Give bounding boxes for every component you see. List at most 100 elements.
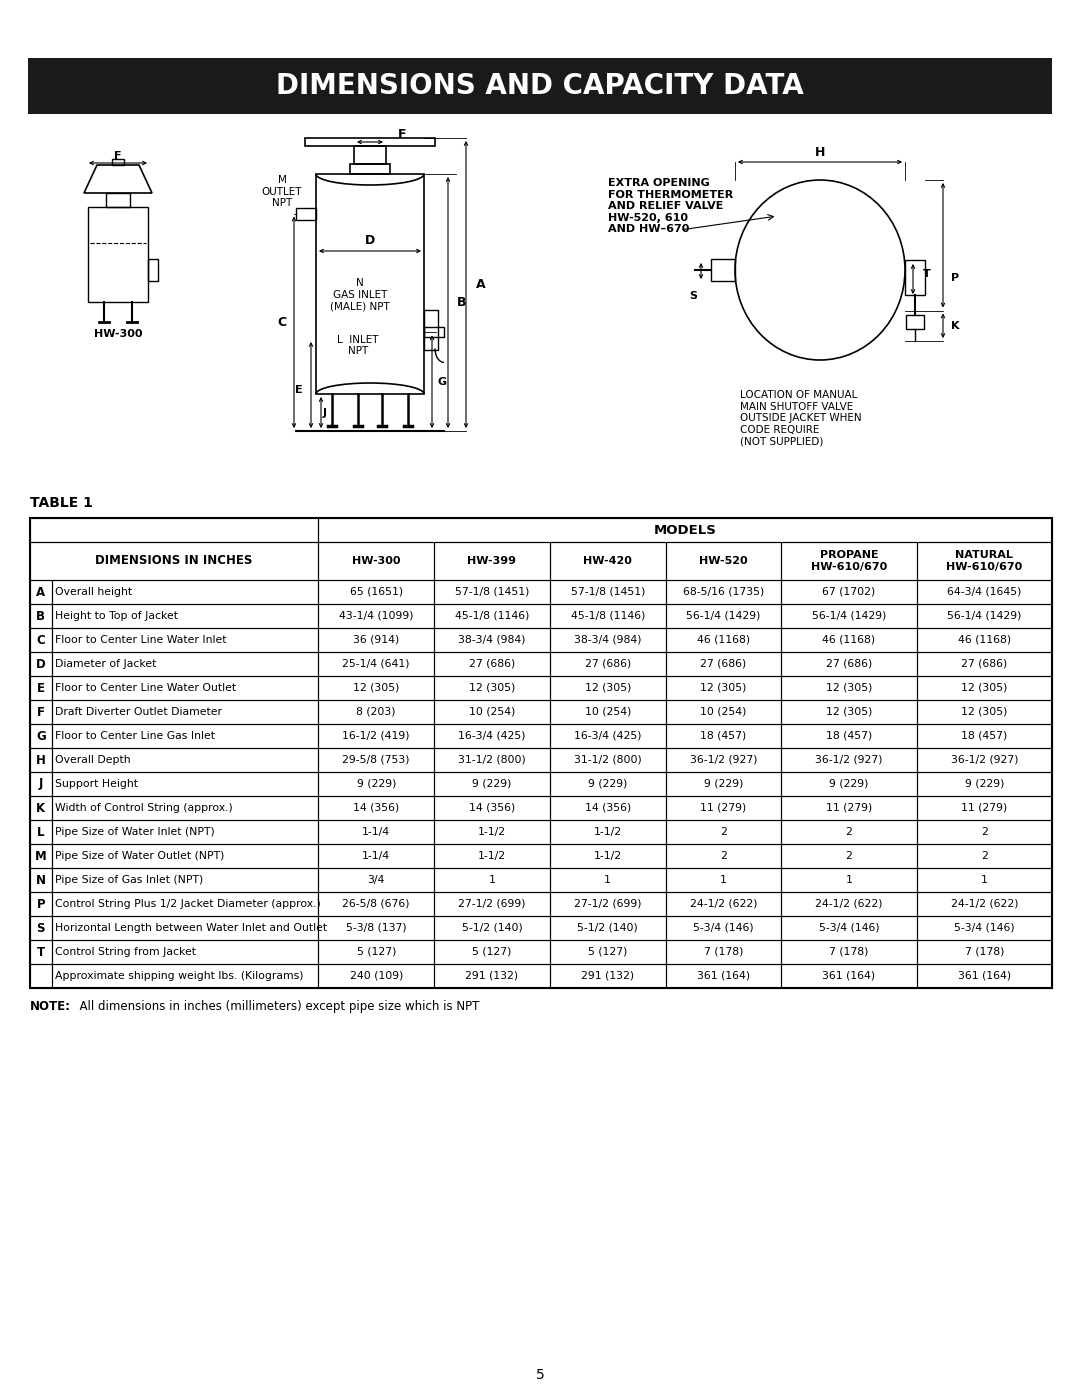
Bar	[665, 676, 781, 700]
Bar	[550, 604, 665, 629]
Text: P: P	[951, 272, 959, 284]
Bar	[781, 820, 917, 844]
Bar	[319, 844, 434, 868]
Text: Floor to Center Line Gas Inlet: Floor to Center Line Gas Inlet	[55, 731, 215, 740]
Text: Pipe Size of Water Outlet (NPT): Pipe Size of Water Outlet (NPT)	[55, 851, 224, 861]
Text: 361 (164): 361 (164)	[822, 971, 876, 981]
Text: TABLE 1: TABLE 1	[30, 496, 93, 510]
Text: All dimensions in inches (millimeters) except pipe size which is NPT: All dimensions in inches (millimeters) e…	[72, 1000, 480, 1013]
Text: 12 (305): 12 (305)	[469, 683, 515, 693]
Bar	[424, 327, 444, 338]
Bar	[434, 629, 550, 652]
Text: 1: 1	[720, 875, 727, 886]
Bar	[52, 724, 319, 747]
Bar	[550, 940, 665, 964]
Bar	[550, 844, 665, 868]
Bar	[917, 747, 1052, 773]
Text: Height to Top of Jacket: Height to Top of Jacket	[55, 610, 177, 622]
Bar	[665, 700, 781, 724]
Text: NATURAL
HW-610/670: NATURAL HW-610/670	[946, 550, 1023, 571]
Bar	[665, 542, 781, 580]
Bar	[30, 580, 52, 604]
Text: 67 (1702): 67 (1702)	[822, 587, 876, 597]
Text: 2: 2	[720, 827, 727, 837]
Text: 2: 2	[981, 851, 988, 861]
Bar	[87, 207, 148, 302]
Text: Diameter of Jacket: Diameter of Jacket	[55, 659, 156, 669]
Bar	[354, 147, 386, 163]
Text: 1-1/4: 1-1/4	[362, 851, 390, 861]
Bar	[550, 964, 665, 988]
Bar	[917, 604, 1052, 629]
Text: Floor to Center Line Water Outlet: Floor to Center Line Water Outlet	[55, 683, 235, 693]
Bar	[917, 940, 1052, 964]
Text: C: C	[276, 316, 286, 328]
Text: HW-399: HW-399	[468, 556, 516, 566]
Text: B: B	[37, 609, 45, 623]
Text: NOTE:: NOTE:	[30, 1000, 71, 1013]
Text: EXTRA OPENING
FOR THERMOMETER
AND RELIEF VALVE
HW-520, 610
AND HW–670: EXTRA OPENING FOR THERMOMETER AND RELIEF…	[608, 177, 733, 235]
Text: PROPANE
HW-610/670: PROPANE HW-610/670	[811, 550, 887, 571]
Text: 5-3/4 (146): 5-3/4 (146)	[954, 923, 1014, 933]
Text: 2: 2	[846, 851, 852, 861]
Bar	[319, 916, 434, 940]
Text: 65 (1651): 65 (1651)	[350, 587, 403, 597]
Text: E: E	[37, 682, 44, 694]
Bar	[550, 676, 665, 700]
Text: Horizontal Length between Water Inlet and Outlet: Horizontal Length between Water Inlet an…	[55, 923, 327, 933]
Bar	[52, 629, 319, 652]
Text: 36-1/2 (927): 36-1/2 (927)	[690, 754, 757, 766]
Text: 8 (203): 8 (203)	[356, 707, 396, 717]
Text: Control String from Jacket: Control String from Jacket	[55, 947, 195, 957]
Text: 291 (132): 291 (132)	[465, 971, 518, 981]
Text: 9 (229): 9 (229)	[472, 780, 512, 789]
Bar	[319, 964, 434, 988]
Bar	[28, 59, 1052, 115]
Bar	[424, 310, 438, 351]
Text: 24-1/2 (622): 24-1/2 (622)	[815, 900, 882, 909]
Text: H: H	[36, 753, 45, 767]
Text: 11 (279): 11 (279)	[961, 803, 1008, 813]
Bar	[665, 796, 781, 820]
Bar	[781, 604, 917, 629]
Bar	[781, 964, 917, 988]
Text: 361 (164): 361 (164)	[958, 971, 1011, 981]
Text: 5-1/2 (140): 5-1/2 (140)	[461, 923, 523, 933]
Bar	[434, 747, 550, 773]
Text: 1-1/2: 1-1/2	[477, 851, 507, 861]
Text: HW-300: HW-300	[352, 556, 401, 566]
Bar	[917, 724, 1052, 747]
Text: 45-1/8 (1146): 45-1/8 (1146)	[455, 610, 529, 622]
Bar	[52, 773, 319, 796]
Bar	[30, 820, 52, 844]
Text: 29-5/8 (753): 29-5/8 (753)	[342, 754, 410, 766]
Bar	[665, 629, 781, 652]
Bar	[52, 604, 319, 629]
Bar	[917, 580, 1052, 604]
Bar	[434, 844, 550, 868]
Text: 9 (229): 9 (229)	[829, 780, 868, 789]
Text: 46 (1168): 46 (1168)	[697, 636, 750, 645]
Text: 11 (279): 11 (279)	[700, 803, 746, 813]
Bar	[319, 820, 434, 844]
Bar	[30, 629, 52, 652]
Bar	[781, 844, 917, 868]
Bar	[550, 724, 665, 747]
Bar	[665, 893, 781, 916]
Text: 57-1/8 (1451): 57-1/8 (1451)	[455, 587, 529, 597]
Bar	[434, 580, 550, 604]
Text: N
GAS INLET
(MALE) NPT: N GAS INLET (MALE) NPT	[330, 278, 390, 312]
Bar	[52, 844, 319, 868]
Text: T: T	[923, 270, 931, 279]
Text: 25-1/4 (641): 25-1/4 (641)	[342, 659, 410, 669]
Text: F: F	[397, 127, 406, 141]
Bar	[52, 700, 319, 724]
Bar	[550, 916, 665, 940]
Text: 16-3/4 (425): 16-3/4 (425)	[458, 731, 526, 740]
Bar	[30, 700, 52, 724]
Text: K: K	[37, 802, 45, 814]
Text: 24-1/2 (622): 24-1/2 (622)	[950, 900, 1018, 909]
Text: S: S	[37, 922, 45, 935]
Text: Control String Plus 1/2 Jacket Diameter (approx.): Control String Plus 1/2 Jacket Diameter …	[55, 900, 321, 909]
Text: Pipe Size of Gas Inlet (NPT): Pipe Size of Gas Inlet (NPT)	[55, 875, 203, 886]
